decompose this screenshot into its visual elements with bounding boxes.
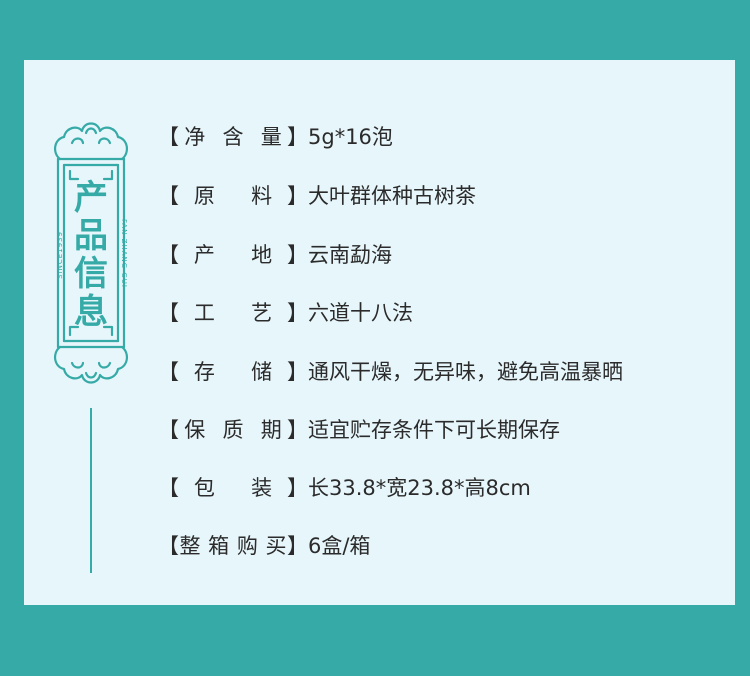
spec-label: 【整 箱 购 买】 [158,534,308,558]
emblem-title-char: 品 [74,216,108,256]
emblem-brand-text: FAN ZHANG GUI [120,219,128,288]
product-info-emblem: SINCE1939 FAN ZHANG GUI 产 品 信 息 [50,113,132,393]
emblem-title-char: 息 [74,292,108,332]
spec-value: 六道十八法 [308,301,413,325]
spec-row-bulk-purchase: 【整 箱 购 买】 6盒/箱 [158,527,370,563]
spec-value: 通风干燥，无异味，避免高温暴晒 [308,360,623,384]
spec-value: 6盒/箱 [308,534,371,558]
spec-row-origin: 【产 地】 云南勐海 [158,236,392,272]
spec-value: 长33.8*宽23.8*高8cm [308,476,531,500]
info-card [24,60,735,605]
spec-label: 【包 装】 [158,476,308,500]
spec-row-packaging: 【包 装】 长33.8*宽23.8*高8cm [158,469,531,505]
spec-label: 【工 艺】 [158,301,308,325]
spec-value: 大叶群体种古树茶 [308,184,476,208]
spec-row-ingredient: 【原 料】 大叶群体种古树茶 [158,177,476,213]
spec-value: 云南勐海 [308,243,392,267]
spec-label: 【净 含 量】 [158,125,308,149]
emblem-title-char: 产 [74,178,108,218]
spec-value: 适宜贮存条件下可长期保存 [308,418,560,442]
spec-value: 5g*16泡 [308,125,393,149]
spec-label: 【原 料】 [158,184,308,208]
spec-label: 【产 地】 [158,243,308,267]
spec-label: 【存 储】 [158,360,308,384]
spec-row-shelf-life: 【保 质 期】 适宜贮存条件下可长期保存 [158,411,560,447]
spec-row-process: 【工 艺】 六道十八法 [158,294,413,330]
emblem-frame [54,122,128,384]
emblem-since-text: SINCE1939 [56,231,64,279]
emblem-divider-line [90,408,92,573]
spec-label: 【保 质 期】 [158,418,308,442]
spec-row-storage: 【存 储】 通风干燥，无异味，避免高温暴晒 [158,353,623,389]
emblem-title: 产 品 信 息 [68,179,114,331]
spec-row-net-content: 【净 含 量】 5g*16泡 [158,118,393,154]
emblem-title-char: 信 [74,254,108,294]
